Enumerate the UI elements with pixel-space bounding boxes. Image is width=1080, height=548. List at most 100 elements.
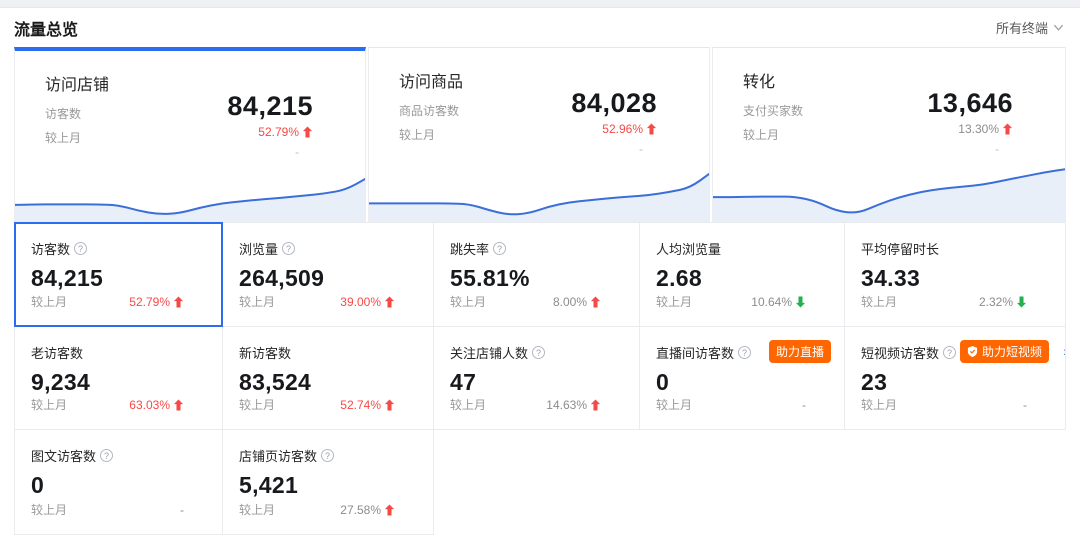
arrow-down-icon	[1016, 296, 1027, 307]
metric-value: 84,215	[227, 91, 313, 121]
card-values: 13,646 13.30% -	[927, 88, 1013, 156]
card-values: 84,215 52.79% -	[227, 91, 313, 159]
compare-label: 较上月	[743, 128, 780, 142]
info-icon[interactable]: ?	[738, 346, 752, 359]
info-icon[interactable]: ?	[493, 242, 507, 255]
metric-value: 9,234	[31, 369, 91, 395]
card-values: 84,028 52.96% -	[571, 88, 657, 156]
metric-value: 23	[861, 369, 888, 395]
change-vs-last-month: 63.03%	[129, 398, 184, 412]
metric-value: 84,028	[571, 88, 657, 118]
metric-value: 47	[450, 369, 477, 395]
info-icon[interactable]: ?	[282, 242, 296, 255]
metric-label: 访客数	[45, 107, 82, 121]
compare-label: 较上月	[656, 295, 693, 309]
secondary-value: -	[995, 142, 999, 156]
arrow-up-icon	[173, 296, 184, 307]
metric-cell-livestream-visitors[interactable]: 直播间访客数? 助力直播 0 较上月 -	[640, 327, 845, 430]
compare-label: 较上月	[31, 503, 68, 517]
change-vs-last-month: 10.64%	[751, 295, 806, 309]
arrow-up-icon	[173, 399, 184, 410]
metric-cell-short-video-visitors[interactable]: 短视频访客数? 助力短视频 › 23 较上月 -	[845, 327, 1066, 430]
metric-label: 支付买家数	[743, 104, 804, 118]
metric-cell-views-per-visitor[interactable]: 人均浏览量 2.68 较上月 10.64%	[640, 222, 845, 327]
compare-label: 较上月	[239, 295, 276, 309]
traffic-sparkline-chart	[15, 161, 365, 221]
traffic-sparkline-chart	[713, 161, 1065, 221]
info-icon[interactable]: ?	[74, 242, 88, 255]
page-top-strip	[0, 0, 1080, 8]
device-filter-label: 所有终端	[995, 21, 1048, 36]
compare-label: 较上月	[31, 295, 68, 309]
info-icon[interactable]: ?	[321, 449, 335, 462]
metric-value: 84,215	[31, 265, 104, 291]
metric-cell-shop-page-visitors[interactable]: 店铺页访客数? 5,421 较上月 27.58%	[223, 430, 434, 535]
chevron-right-icon[interactable]: ›	[1063, 343, 1065, 359]
metric-cell-returning-visitors[interactable]: 老访客数 9,234 较上月 63.03%	[14, 327, 223, 430]
change-vs-last-month: -	[1023, 397, 1027, 412]
change-vs-last-month: 39.00%	[340, 295, 395, 309]
change-vs-last-month: 52.79%	[227, 125, 313, 139]
card-title: 转化	[743, 74, 776, 91]
compare-label: 较上月	[450, 295, 487, 309]
card-title: 访问商品	[399, 74, 464, 91]
arrow-up-icon	[590, 399, 601, 410]
change-vs-last-month: 2.32%	[979, 295, 1027, 309]
metric-title: 直播间访客数	[656, 346, 735, 361]
compare-label: 较上月	[45, 131, 82, 145]
metric-title: 新访客数	[239, 346, 292, 361]
info-icon[interactable]: ?	[100, 449, 114, 462]
page-title: 流量总览	[14, 21, 79, 39]
metric-title: 图文访客数	[31, 449, 97, 464]
metric-value: 0	[656, 369, 670, 395]
arrow-up-icon	[384, 504, 395, 515]
change-vs-last-month: -	[802, 397, 806, 412]
secondary-value: -	[639, 142, 643, 156]
metric-cell-shop-followers[interactable]: 关注店铺人数? 47 较上月 14.63%	[434, 327, 640, 430]
compare-label: 较上月	[861, 295, 898, 309]
metric-cell-visitors[interactable]: 访客数? 84,215 较上月 52.79%	[14, 222, 223, 327]
change-vs-last-month: 52.79%	[129, 295, 184, 309]
tab-card-visit-product[interactable]: 访问商品 商品访客数 较上月 84,028 52.96% -	[368, 47, 710, 222]
tab-card-visit-shop[interactable]: 访问店铺 访客数 较上月 84,215 52.79% -	[14, 47, 366, 222]
change-vs-last-month: 13.30%	[927, 122, 1013, 136]
metrics-grid: 访客数? 84,215 较上月 52.79% 浏览量? 264,509 较上月 39…	[14, 222, 1066, 535]
metric-cell-new-visitors[interactable]: 新访客数 83,524 较上月 52.74%	[223, 327, 434, 430]
tab-card-conversion[interactable]: 转化 支付买家数 较上月 13,646 13.30% -	[712, 47, 1066, 222]
arrow-up-icon	[646, 123, 657, 135]
metric-value: 13,646	[927, 88, 1013, 118]
boost-livestream-badge[interactable]: 助力直播	[768, 340, 831, 363]
change-vs-last-month: 52.96%	[571, 122, 657, 136]
compare-label: 较上月	[656, 398, 693, 412]
metric-cell-avg-stay-duration[interactable]: 平均停留时长 34.33 较上月 2.32%	[845, 222, 1066, 327]
card-title: 访问店铺	[45, 77, 110, 94]
metric-title: 平均停留时长	[861, 242, 940, 257]
arrow-down-icon	[795, 296, 806, 307]
metric-cell-pageviews[interactable]: 浏览量? 264,509 较上月 39.00%	[223, 222, 434, 327]
metric-value: 55.81%	[450, 265, 530, 291]
metric-cell-bounce-rate[interactable]: 跳失率? 55.81% 较上月 8.00%	[434, 222, 640, 327]
metric-value: 83,524	[239, 369, 312, 395]
compare-label: 较上月	[31, 398, 68, 412]
compare-label: 较上月	[399, 128, 436, 142]
chevron-down-icon	[1053, 24, 1064, 31]
compare-label: 较上月	[450, 398, 487, 412]
compare-label: 较上月	[239, 503, 276, 517]
metric-title: 老访客数	[31, 346, 84, 361]
metric-value: 264,509	[239, 265, 325, 291]
change-vs-last-month: 27.58%	[340, 503, 395, 517]
change-vs-last-month: 8.00%	[553, 295, 601, 309]
metric-title: 人均浏览量	[656, 242, 722, 257]
device-filter-dropdown[interactable]: 所有终端	[996, 18, 1064, 37]
metric-value: 0	[31, 472, 45, 498]
boost-short-video-badge[interactable]: 助力短视频	[959, 340, 1049, 363]
metric-value: 5,421	[239, 472, 299, 498]
metric-cell-image-text-visitors[interactable]: 图文访客数? 0 较上月 -	[14, 430, 223, 535]
arrow-up-icon	[302, 126, 313, 138]
metric-label: 商品访客数	[399, 104, 460, 118]
info-icon[interactable]: ?	[943, 346, 957, 359]
info-icon[interactable]: ?	[532, 346, 546, 359]
arrow-up-icon	[590, 296, 601, 307]
traffic-overview-header: 流量总览 所有终端	[0, 8, 1080, 47]
change-vs-last-month: -	[180, 502, 184, 517]
